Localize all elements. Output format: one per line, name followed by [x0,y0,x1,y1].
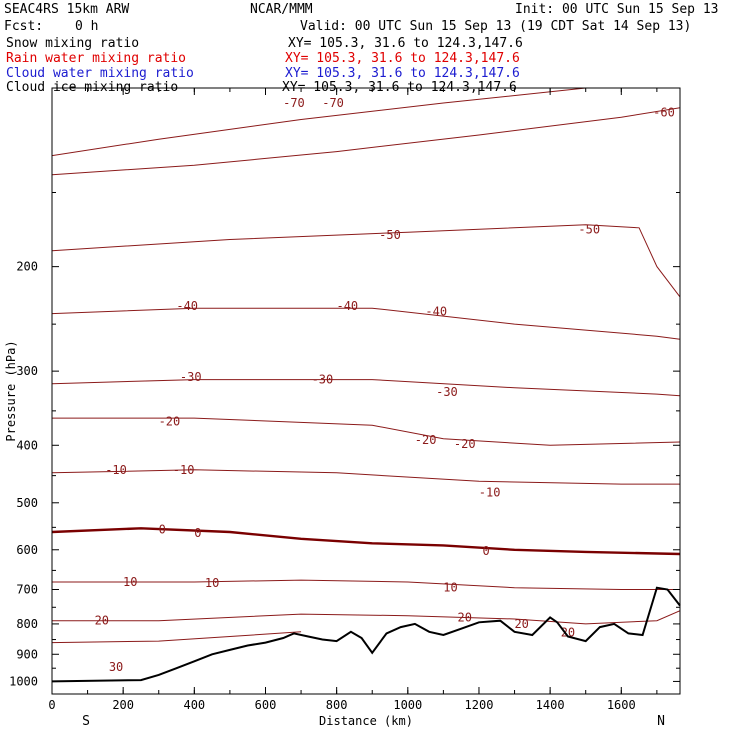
contour-label-17: 0 [159,523,166,537]
y-tick-label-2: 400 [16,438,38,452]
contour-line-5 [52,417,680,446]
y-tick-label-6: 800 [16,617,38,631]
x-tick-label-1: 200 [112,698,134,712]
contour-line-10 [52,631,302,644]
contour-label-12: -20 [415,433,437,447]
contour-line-4 [52,379,680,397]
contour-label-5: -40 [176,299,198,313]
contour-label-23: 20 [95,614,109,628]
contour-label-24: 20 [458,610,472,624]
contour-label-10: -30 [436,385,458,399]
field-name-snow: Snow mixing ratio [6,36,140,51]
x-tick-label-7: 1400 [536,698,565,712]
contour-line-1 [52,107,680,176]
init-time: Init: 00 UTC Sun 15 Sep 13 [515,2,719,17]
y-tick-label-1: 300 [16,364,38,378]
field-xy-cloud-water: XY= 105.3, 31.6 to 124.3,147.6 [285,66,520,81]
contour-line-2 [52,224,680,298]
field-xy-rain: XY= 105.3, 31.6 to 124.3,147.6 [285,51,520,66]
field-xy-snow: XY= 105.3, 31.6 to 124.3,147.6 [288,36,523,51]
contour-label-8: -30 [180,370,202,384]
x-tick-label-5: 1000 [393,698,422,712]
x-tick-label-3: 600 [255,698,277,712]
contour-label-19: 0 [482,544,489,558]
field-name-cloud-water: Cloud water mixing ratio [6,66,194,81]
plot-frame [51,87,681,695]
y-tick-label-8: 1000 [9,674,38,688]
valid-time: Valid: 00 UTC Sun 15 Sep 13 (19 CDT Sat … [300,19,692,34]
x-tick-label-4: 800 [326,698,348,712]
end-direction-label: N [657,714,665,729]
contour-line-3 [52,307,680,340]
contour-label-25: 20 [514,617,528,631]
contour-line-9 [52,610,680,625]
forecast-label: Fcst: [4,19,44,34]
forecast-hour: 0 h [75,19,99,34]
contour-label-4: -50 [578,222,600,236]
contour-label-11: -20 [159,415,181,429]
y-tick-label-0: 200 [16,260,38,274]
y-tick-label-4: 600 [16,543,38,557]
contour-line-7 [52,527,680,556]
x-axis-label: Distance (km) [319,714,413,728]
x-tick-label-0: 0 [48,698,55,712]
y-tick-label-5: 700 [16,583,38,597]
contour-label-14: -10 [105,463,127,477]
contour-label-18: 0 [194,526,201,540]
x-tick-label-2: 400 [183,698,205,712]
contour-label-1: -70 [322,96,344,110]
contour-label-9: -30 [312,373,334,387]
contour-label-6: -40 [336,299,358,313]
y-tick-label-7: 900 [16,647,38,661]
start-direction-label: S [82,714,90,729]
field-name-rain: Rain water mixing ratio [6,51,187,66]
terrain-profile-line [51,586,681,683]
contour-line-0 [52,88,595,157]
contour-label-21: 10 [205,576,219,590]
model-title: SEAC4RS 15km ARW [4,2,130,17]
contour-label-2: -60 [653,106,675,120]
contour-label-22: 10 [443,581,457,595]
contour-line-8 [52,579,680,590]
contour-label-7: -40 [425,304,447,318]
contour-label-0: -70 [283,96,305,110]
contour-label-3: -50 [379,228,401,242]
y-axis-label: Pressure (hPa) [4,340,18,441]
contour-label-15: -10 [173,463,195,477]
x-tick-label-6: 1200 [465,698,494,712]
y-tick-label-3: 500 [16,496,38,510]
x-tick-label-8: 1600 [607,698,636,712]
contour-label-16: -10 [479,485,501,499]
contour-label-27: 30 [109,660,123,674]
contour-label-26: 20 [561,625,575,639]
contour-line-6 [52,469,680,485]
contour-label-20: 10 [123,575,137,589]
organization-label: NCAR/MMM [250,2,313,17]
contour-label-13: -20 [454,437,476,451]
